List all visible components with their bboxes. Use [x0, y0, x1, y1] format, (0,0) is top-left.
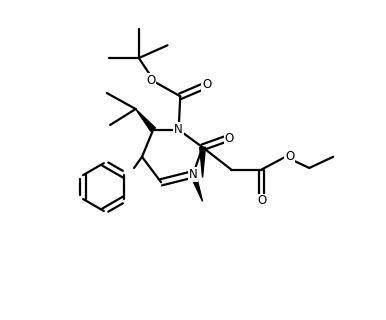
Polygon shape [200, 147, 205, 178]
Text: O: O [146, 74, 155, 87]
Text: N: N [189, 168, 197, 181]
Text: O: O [285, 150, 294, 163]
Text: O: O [257, 194, 266, 207]
Text: N: N [174, 123, 183, 136]
Polygon shape [190, 173, 203, 201]
Polygon shape [135, 109, 155, 132]
Text: O: O [202, 78, 211, 91]
Text: O: O [224, 132, 234, 145]
